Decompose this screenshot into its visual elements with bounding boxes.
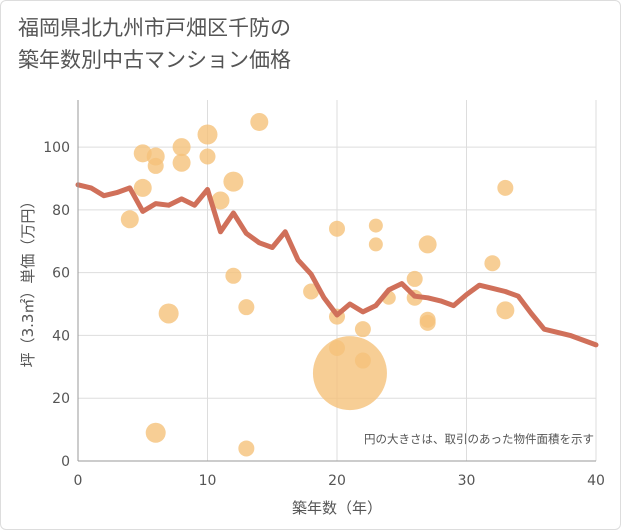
- data-point: [120, 210, 139, 229]
- data-point: [133, 178, 152, 197]
- y-tick-label: 100: [43, 140, 70, 156]
- data-point: [223, 171, 244, 192]
- data-point: [225, 267, 242, 284]
- y-tick-label: 40: [52, 328, 70, 344]
- y-tick-label: 80: [52, 203, 70, 219]
- trend-line-group: [75, 182, 599, 348]
- size-legend-note: 円の大きさは、取引のあった物件面積を示す: [364, 432, 594, 446]
- trend-line: [75, 182, 599, 348]
- x-tick-label: 10: [199, 473, 217, 489]
- data-point: [199, 148, 216, 165]
- data-points: [120, 112, 515, 457]
- y-tick-label: 20: [52, 391, 70, 407]
- chart-title-line1: 福岡県北九州市戸畑区千防の: [18, 16, 291, 40]
- data-point: [303, 283, 320, 300]
- data-point: [238, 299, 255, 316]
- grid-lines: [78, 100, 597, 461]
- y-tick-label: 60: [52, 266, 70, 282]
- x-tick-label: 0: [74, 473, 83, 489]
- data-point: [158, 303, 179, 324]
- data-point: [238, 440, 255, 457]
- data-point: [329, 220, 345, 237]
- x-tick-label: 30: [458, 473, 476, 489]
- x-axis-title: 築年数（年）: [292, 499, 382, 517]
- data-point: [497, 179, 514, 196]
- data-point: [250, 112, 269, 131]
- data-point: [145, 422, 166, 443]
- data-point: [368, 237, 383, 252]
- data-point: [211, 191, 230, 210]
- data-point: [368, 218, 383, 233]
- axes: 0 20 40 60 80 100 0 10 20 30 40: [43, 100, 605, 489]
- chart-title-line2: 築年数別中古マンション価格: [18, 48, 291, 72]
- data-point: [172, 153, 191, 172]
- y-axis-title: 坪（3.3㎡）単価（万円）: [19, 194, 37, 368]
- data-point: [147, 157, 164, 174]
- data-point: [484, 255, 501, 272]
- x-tick-label: 40: [587, 473, 605, 489]
- data-point: [354, 321, 371, 338]
- data-point: [419, 314, 436, 331]
- chart-title: 福岡県北九州市戸畑区千防の 築年数別中古マンション価格: [18, 12, 291, 76]
- data-point: [496, 301, 515, 320]
- data-point: [418, 235, 437, 254]
- data-point: [406, 270, 423, 287]
- data-point: [172, 138, 191, 157]
- y-tick-label: 0: [61, 454, 70, 470]
- x-tick-label: 20: [328, 473, 346, 489]
- data-point: [197, 124, 218, 145]
- data-point: [312, 336, 387, 411]
- data-point: [354, 352, 371, 369]
